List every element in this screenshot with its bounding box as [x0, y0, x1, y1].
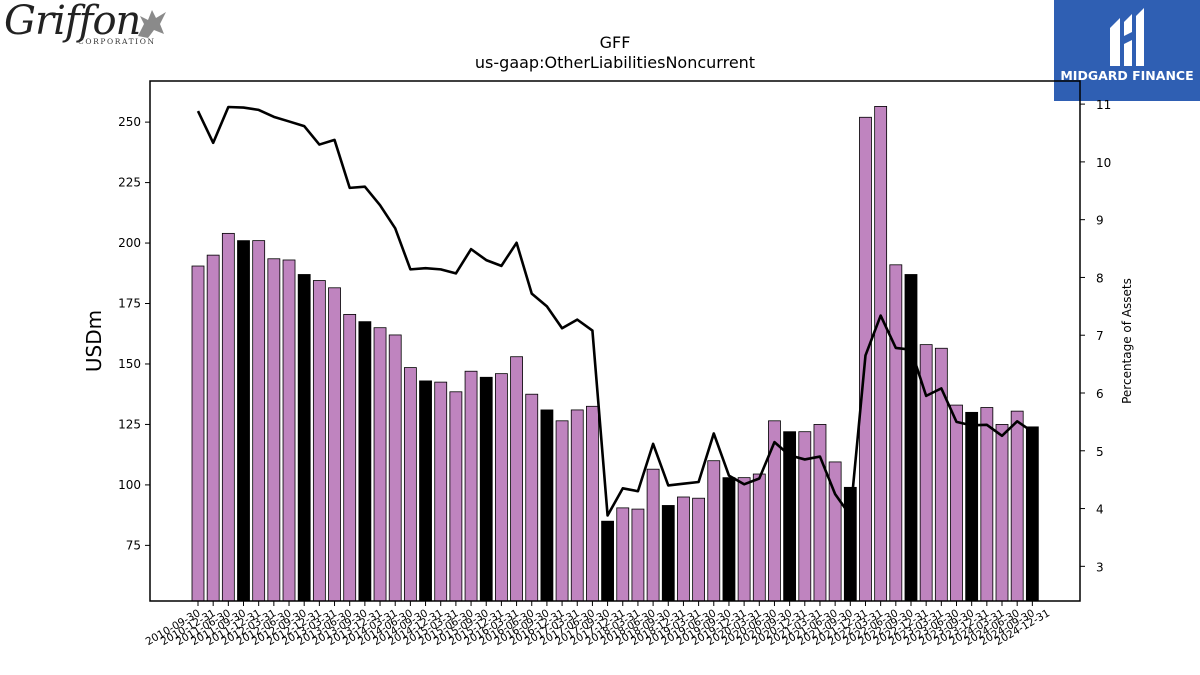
- bar: [631, 508, 645, 602]
- y2-tick-label: 8: [1096, 271, 1104, 285]
- bar: [297, 274, 311, 602]
- y2-tick-label: 10: [1096, 156, 1111, 170]
- griffon-logo-wordmark: Griffon: [4, 0, 141, 44]
- bar: [616, 507, 630, 602]
- bar: [419, 380, 432, 602]
- y-axis-label: USDm: [82, 310, 106, 372]
- bar: [692, 497, 706, 602]
- bar: [768, 420, 781, 602]
- y2-axis-label: Percentage of Assets: [1120, 278, 1134, 404]
- bar: [722, 477, 736, 602]
- y2-tick-label: 6: [1096, 387, 1104, 401]
- bar: [464, 370, 478, 602]
- bar: [434, 381, 448, 602]
- percentage-line: [196, 105, 1034, 517]
- bar: [312, 280, 326, 602]
- bar: [707, 460, 721, 602]
- y2-tick-label: 9: [1096, 214, 1104, 228]
- bar: [525, 393, 539, 602]
- bar: [403, 367, 417, 602]
- bar: [282, 259, 296, 602]
- y-tick-label: 125: [118, 417, 141, 431]
- bar: [950, 404, 963, 602]
- bar: [221, 232, 235, 602]
- bar: [449, 391, 463, 602]
- bar: [646, 468, 660, 602]
- bar: [510, 356, 523, 602]
- griffin-icon: [138, 10, 166, 38]
- bar: [995, 424, 1009, 602]
- y2-tick-label: 7: [1096, 329, 1104, 343]
- bar: [540, 409, 554, 602]
- bar: [904, 274, 918, 602]
- bar: [373, 327, 387, 602]
- bar: [737, 477, 751, 602]
- y-tick-label: 175: [118, 297, 141, 311]
- bar: [237, 240, 250, 602]
- y2-tick-label: 3: [1096, 560, 1104, 574]
- y-tick-label: 150: [118, 357, 141, 371]
- midgard-mark-icon: [1110, 8, 1144, 66]
- bar: [267, 258, 281, 602]
- bar: [479, 376, 493, 602]
- bar: [601, 520, 614, 602]
- y-tick-label: 225: [118, 176, 141, 190]
- bar: [191, 265, 205, 602]
- bar: [555, 420, 569, 602]
- y2-tick-label: 4: [1096, 503, 1104, 517]
- bar: [752, 473, 766, 602]
- bar: [358, 321, 372, 602]
- bar: [570, 409, 584, 602]
- bar: [206, 254, 220, 602]
- y-tick-label: 250: [118, 115, 141, 129]
- bar: [494, 373, 508, 602]
- chart-title: GFF: [600, 33, 631, 52]
- griffon-logo: Griffon CORPORATION: [4, 0, 174, 48]
- y2-tick-label: 11: [1096, 98, 1111, 112]
- y2-tick-label: 5: [1096, 445, 1104, 459]
- bar: [874, 106, 888, 602]
- griffon-logo-subtitle: CORPORATION: [78, 37, 156, 46]
- bar: [328, 287, 341, 602]
- midgard-finance-logo: MIDGARD FINANCE: [1054, 0, 1200, 101]
- bar: [889, 264, 903, 602]
- bar: [965, 411, 979, 602]
- bar: [343, 313, 357, 602]
- bar: [677, 496, 690, 602]
- y-tick-label: 75: [126, 538, 141, 552]
- midgard-logo-text: MIDGARD FINANCE: [1060, 68, 1194, 83]
- bar: [388, 334, 402, 602]
- plot-frame: [149, 80, 1081, 602]
- bar: [813, 424, 827, 602]
- bar: [1025, 426, 1039, 602]
- bar: [252, 240, 266, 602]
- bar: [661, 505, 675, 602]
- bar: [934, 347, 948, 602]
- y-tick-label: 100: [118, 478, 141, 492]
- bar: [586, 405, 599, 602]
- bar: [1010, 410, 1024, 602]
- bar: [980, 407, 994, 602]
- y-tick-label: 200: [118, 236, 141, 250]
- chart-subtitle: us-gaap:OtherLiabilitiesNoncurrent: [475, 53, 755, 72]
